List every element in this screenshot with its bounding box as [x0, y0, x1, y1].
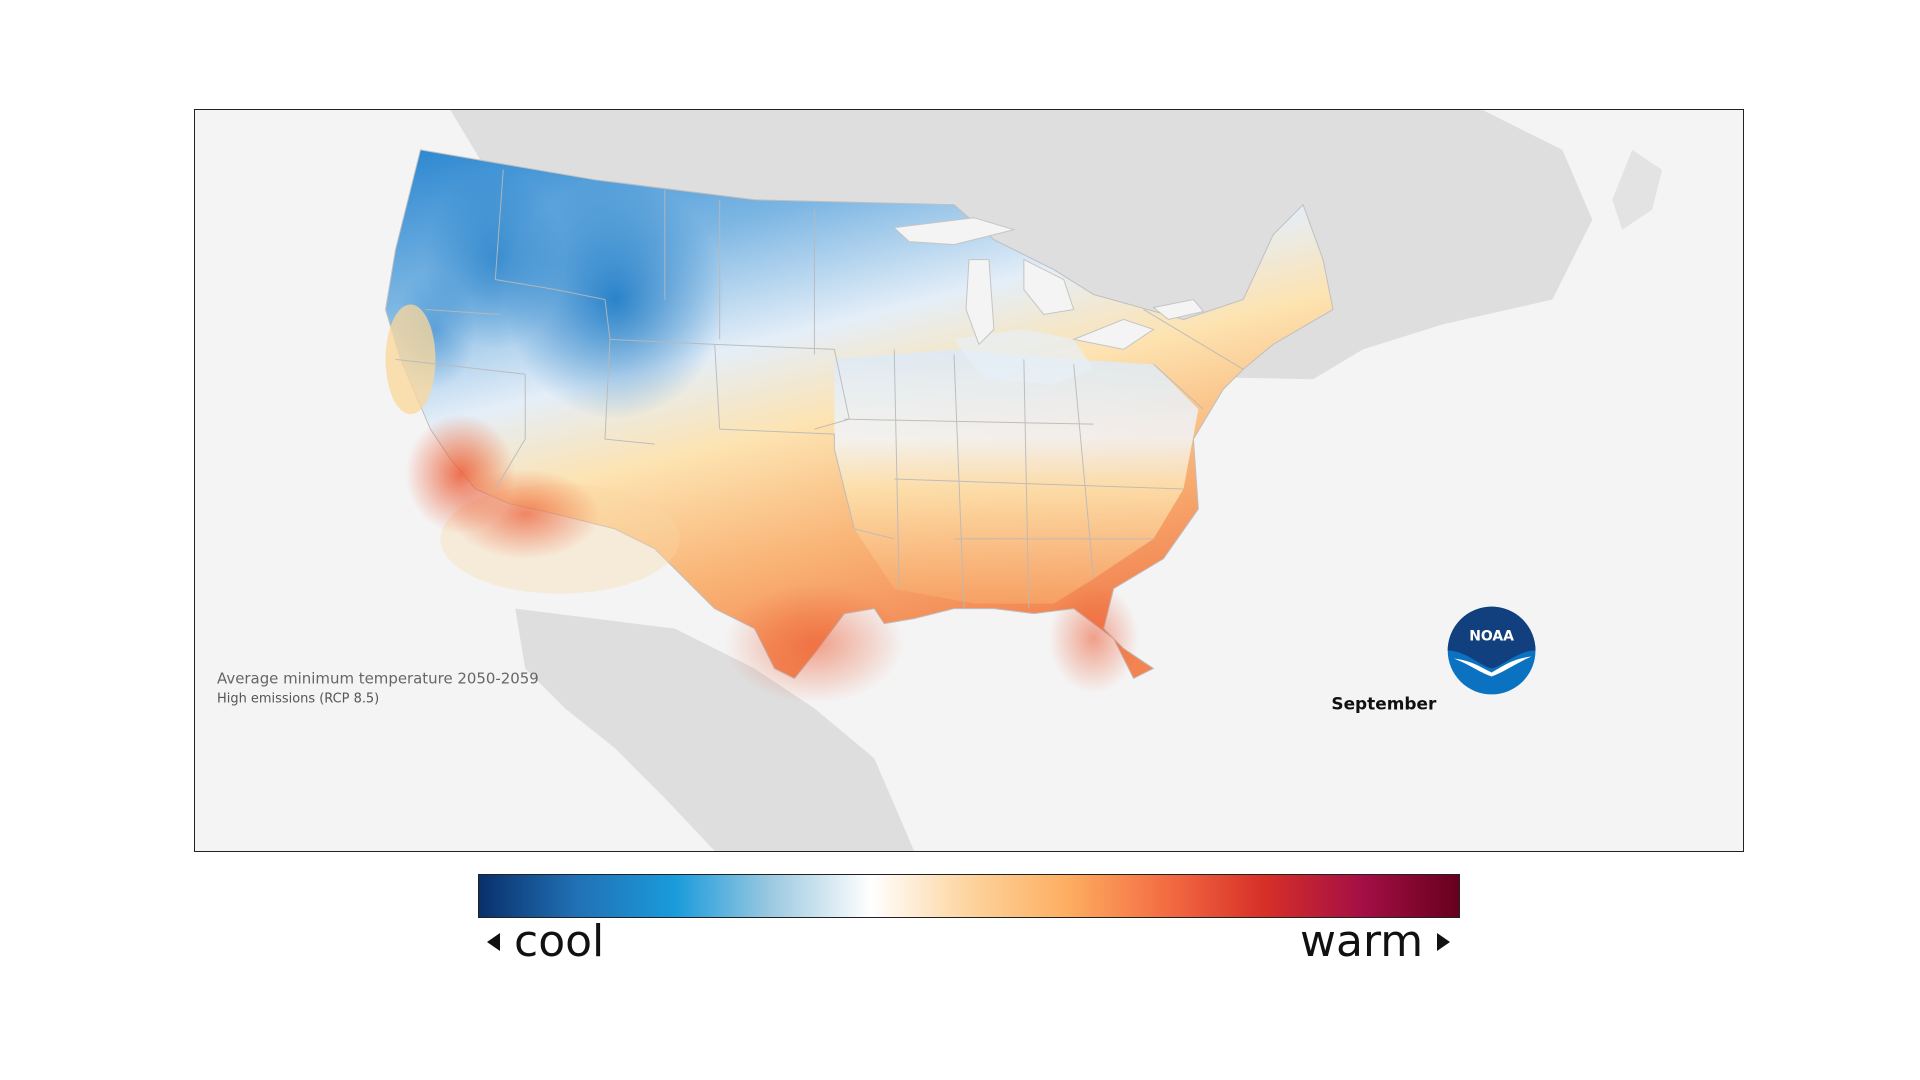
- noaa-logo: NOAA: [1447, 606, 1536, 695]
- caption-subtitle: High emissions (RCP 8.5): [217, 691, 379, 706]
- month-label: September: [1331, 693, 1437, 713]
- color-scale-legend: [478, 874, 1460, 918]
- legend-cool: cool: [487, 912, 604, 972]
- temperature-map: Average minimum temperature 2050-2059 Hi…: [217, 110, 1663, 851]
- left-arrow-icon: [487, 933, 500, 951]
- state-boundaries: [395, 169, 1244, 609]
- right-arrow-icon: [1437, 933, 1451, 951]
- legend-warm: warm: [1300, 912, 1451, 972]
- caption-title: Average minimum temperature 2050-2059: [217, 669, 539, 687]
- map-panel: Average minimum temperature 2050-2059 Hi…: [194, 109, 1744, 852]
- us-landmass: [385, 149, 1334, 704]
- noaa-logo-text: NOAA: [1469, 629, 1514, 645]
- legend-cool-label: cool: [514, 916, 605, 967]
- legend-warm-label: warm: [1300, 916, 1424, 967]
- great-lakes: [893, 217, 1205, 350]
